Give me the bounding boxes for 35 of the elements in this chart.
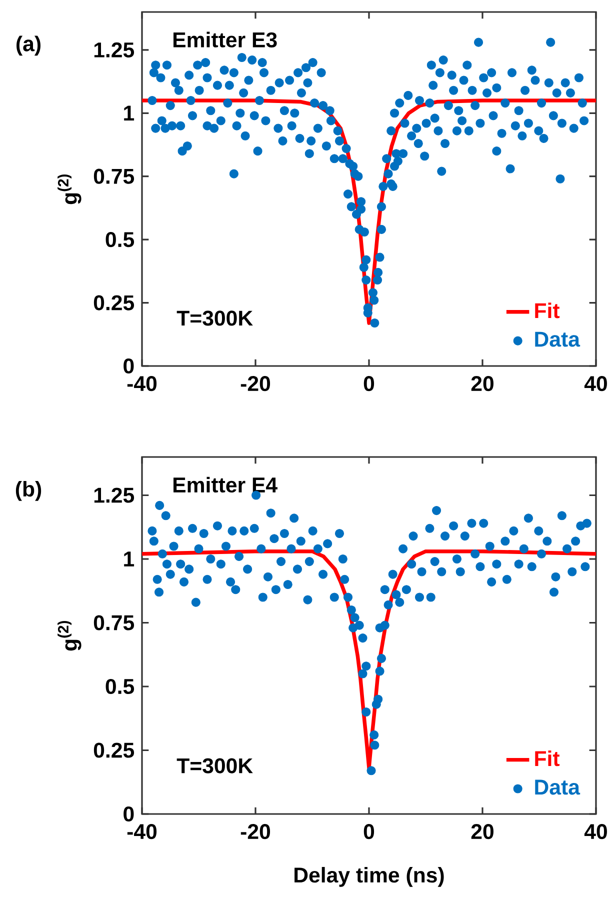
y-tick-label: 1 <box>124 552 134 566</box>
y-tick-label: 0 <box>124 358 134 374</box>
x-tick-label: -40 <box>127 824 157 840</box>
annotation: T=300K <box>176 310 253 326</box>
y-tick-label: 0.75 <box>94 615 134 630</box>
legend-label: Data <box>535 332 580 347</box>
y-axis-title: g$^{(2)}$ <box>58 174 82 204</box>
x-axis-title: Delay time (ns) <box>294 866 444 887</box>
y-tick-label: 1.25 <box>94 488 134 503</box>
annotation: T=300K <box>176 758 253 774</box>
text: (b) <box>16 480 42 501</box>
y-tick-label: 0.5 <box>106 232 134 248</box>
legend-label: Data <box>535 780 580 795</box>
x-tick-label: -20 <box>240 824 270 840</box>
y-tick-label: 0.5 <box>106 678 134 694</box>
legend-label: Fit <box>535 750 560 766</box>
legend-label: Fit <box>535 302 560 318</box>
y-tick-label: 0.75 <box>94 168 134 184</box>
x-tick-label: 0 <box>364 824 374 840</box>
text: (a) <box>16 36 40 56</box>
y-tick-label: 0.25 <box>94 295 134 310</box>
y-axis-title: g$^{(2)}$ <box>58 620 82 651</box>
y-tick-label: 0.25 <box>94 742 134 758</box>
x-tick-label: 40 <box>584 376 607 392</box>
annotation: Emitter E4 <box>174 476 278 493</box>
y-tick-label: 1.25 <box>94 42 134 58</box>
annotation: Emitter E3 <box>174 32 277 48</box>
x-tick-label: 40 <box>584 824 607 840</box>
y-tick-label: 1 <box>124 106 134 120</box>
x-tick-label: 20 <box>471 824 494 840</box>
y-tick-label: 0 <box>124 806 134 822</box>
x-tick-label: 0 <box>364 376 374 392</box>
x-tick-label: 20 <box>471 376 494 392</box>
x-tick-label: -20 <box>240 376 270 392</box>
x-tick-label: -40 <box>127 376 157 392</box>
